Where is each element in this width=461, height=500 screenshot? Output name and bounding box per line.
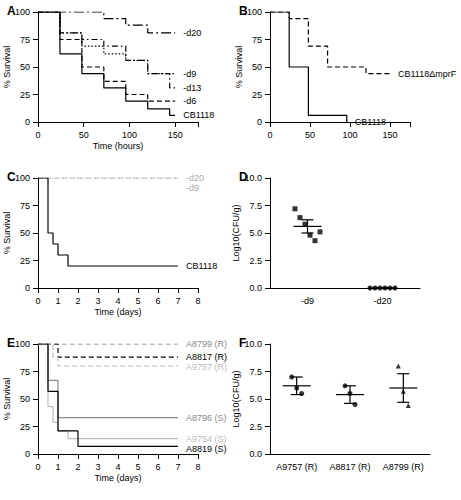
svg-text:5: 5	[135, 296, 140, 306]
svg-text:Time (days): Time (days)	[94, 473, 141, 483]
svg-text:25: 25	[252, 90, 262, 100]
svg-text:CB1118: CB1118	[355, 117, 386, 127]
svg-text:4: 4	[115, 296, 120, 306]
svg-text:7: 7	[175, 296, 180, 306]
svg-text:D: D	[239, 170, 248, 184]
svg-text:4: 4	[115, 462, 120, 472]
svg-text:0: 0	[25, 449, 30, 459]
svg-text:7.5: 7.5	[249, 201, 262, 211]
svg-text:1: 1	[55, 462, 60, 472]
svg-text:F: F	[239, 336, 246, 350]
svg-text:3: 3	[95, 296, 100, 306]
svg-text:A8819 (S): A8819 (S)	[186, 444, 227, 454]
svg-text:75: 75	[20, 35, 30, 45]
svg-text:5.0: 5.0	[249, 394, 262, 404]
svg-text:50: 50	[20, 62, 30, 72]
svg-text:-d9: -d9	[301, 296, 314, 306]
svg-text:% Survival: % Survival	[2, 378, 12, 421]
svg-text:% Survival: % Survival	[2, 212, 12, 255]
svg-text:75: 75	[252, 35, 262, 45]
svg-text:% Survival: % Survival	[234, 46, 244, 89]
svg-text:0: 0	[35, 130, 40, 140]
svg-text:0: 0	[35, 296, 40, 306]
svg-text:100: 100	[15, 7, 30, 17]
svg-text:50: 50	[20, 228, 30, 238]
svg-text:0: 0	[257, 117, 262, 127]
svg-text:7.5: 7.5	[249, 367, 262, 377]
svg-text:0: 0	[25, 283, 30, 293]
svg-text:100: 100	[122, 130, 137, 140]
svg-text:6: 6	[155, 462, 160, 472]
svg-text:50: 50	[252, 62, 262, 72]
svg-text:2.5: 2.5	[249, 256, 262, 266]
svg-text:100: 100	[15, 173, 30, 183]
svg-text:% Survival: % Survival	[2, 46, 12, 89]
svg-text:A8799 (R): A8799 (R)	[186, 339, 227, 349]
svg-text:150: 150	[382, 130, 397, 140]
svg-text:8: 8	[195, 462, 200, 472]
svg-text:100: 100	[15, 339, 30, 349]
svg-text:Time (days): Time (days)	[94, 307, 141, 317]
svg-text:A9757 (R): A9757 (R)	[276, 462, 317, 472]
svg-text:0.0: 0.0	[249, 283, 262, 293]
svg-text:5: 5	[135, 462, 140, 472]
svg-text:A8799 (R): A8799 (R)	[383, 462, 424, 472]
svg-text:0.0: 0.0	[249, 449, 262, 459]
svg-text:10.0: 10.0	[244, 173, 262, 183]
svg-text:25: 25	[20, 90, 30, 100]
svg-text:-d20: -d20	[183, 28, 201, 38]
svg-text:A: A	[7, 4, 16, 18]
svg-text:25: 25	[20, 422, 30, 432]
svg-text:0: 0	[25, 117, 30, 127]
svg-text:100: 100	[247, 7, 262, 17]
svg-text:0: 0	[267, 130, 272, 140]
svg-text:CB1118: CB1118	[186, 261, 217, 271]
svg-text:-d20: -d20	[373, 296, 391, 306]
svg-text:Log10(CFU/g): Log10(CFU/g)	[231, 204, 241, 261]
svg-text:CB1118ΔmprF: CB1118ΔmprF	[398, 69, 457, 79]
svg-text:-d13: -d13	[183, 83, 201, 93]
svg-text:100: 100	[342, 130, 357, 140]
svg-text:CB1118: CB1118	[183, 110, 214, 120]
svg-text:-d6: -d6	[183, 96, 196, 106]
svg-text:-d9: -d9	[183, 69, 196, 79]
svg-text:75: 75	[20, 201, 30, 211]
svg-text:-d20: -d20	[186, 173, 204, 183]
svg-text:A9754 (S): A9754 (S)	[186, 434, 227, 444]
svg-text:C: C	[7, 170, 16, 184]
svg-text:0: 0	[35, 462, 40, 472]
svg-text:A8817 (R): A8817 (R)	[186, 352, 227, 362]
svg-text:150: 150	[168, 130, 183, 140]
svg-text:7: 7	[175, 462, 180, 472]
svg-text:A8817 (R): A8817 (R)	[329, 462, 370, 472]
svg-text:2: 2	[75, 462, 80, 472]
svg-text:B: B	[239, 4, 248, 18]
svg-text:2: 2	[75, 296, 80, 306]
svg-text:8: 8	[195, 296, 200, 306]
svg-text:50: 50	[79, 130, 89, 140]
svg-text:2.5: 2.5	[249, 422, 262, 432]
svg-text:-d9: -d9	[186, 183, 199, 193]
svg-text:6: 6	[155, 296, 160, 306]
svg-text:3: 3	[95, 462, 100, 472]
svg-text:Log10(CFU/g): Log10(CFU/g)	[231, 370, 241, 427]
svg-text:50: 50	[20, 394, 30, 404]
svg-text:A8796 (S): A8796 (S)	[186, 413, 227, 423]
svg-text:75: 75	[20, 367, 30, 377]
svg-text:E: E	[7, 336, 15, 350]
svg-text:10.0: 10.0	[244, 339, 262, 349]
svg-text:Time (hours): Time (hours)	[93, 141, 144, 151]
svg-text:A9757 (R): A9757 (R)	[186, 362, 227, 372]
svg-text:5.0: 5.0	[249, 228, 262, 238]
svg-text:25: 25	[20, 256, 30, 266]
svg-text:50: 50	[305, 130, 315, 140]
svg-text:1: 1	[55, 296, 60, 306]
